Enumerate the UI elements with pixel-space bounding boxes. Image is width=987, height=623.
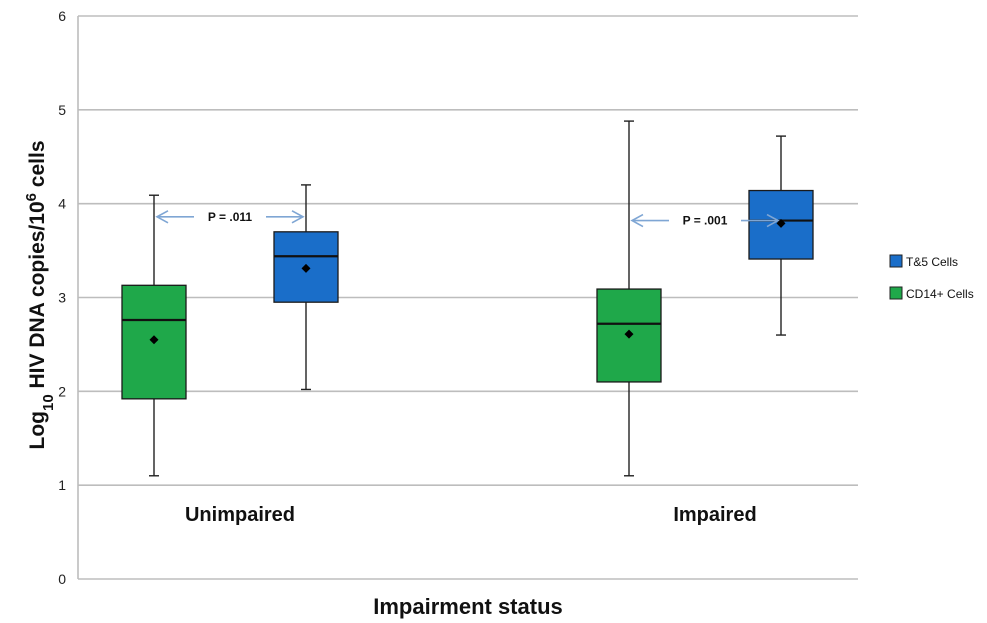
legend-label: CD14+ Cells — [906, 287, 974, 301]
y-tick-label: 4 — [58, 196, 66, 212]
y-axis-title-suffix: cells — [26, 140, 49, 193]
y-tick-label: 5 — [58, 102, 66, 118]
y-axis-ticks: 0 1 2 3 4 5 6 — [58, 8, 66, 587]
arrow-head-left — [630, 213, 644, 228]
p-value-label: P = .011 — [208, 210, 252, 224]
arrow-head-right — [766, 213, 780, 228]
legend-label: T&5 Cells — [906, 255, 958, 269]
y-axis-title-main: HIV DNA copies/10 — [26, 201, 49, 394]
category-label: Unimpaired — [185, 504, 295, 526]
arrow-head-left — [155, 210, 169, 224]
arrow-head-right — [291, 210, 305, 224]
x-axis-categories: Unimpaired Impaired — [185, 504, 757, 526]
y-axis-title-subscript: 10 — [40, 394, 57, 411]
box — [748, 189, 814, 260]
legend-swatch — [889, 254, 903, 268]
y-axis-title-prefix: Log — [26, 411, 49, 449]
y-tick-label: 6 — [58, 8, 66, 24]
whiskers — [149, 120, 786, 477]
y-axis-title: Log10 HIV DNA copies/106 cells — [23, 140, 57, 449]
gridlines — [77, 15, 858, 580]
y-tick-label: 1 — [58, 477, 66, 493]
category-label: Impaired — [673, 504, 756, 526]
p-value-annotations: P = .011 P = .001 — [155, 210, 780, 228]
boxes — [121, 189, 814, 400]
mean-marker — [776, 218, 786, 228]
p-value-label: P = .001 — [683, 214, 728, 228]
mean-marker — [149, 335, 159, 345]
y-tick-label: 2 — [58, 383, 66, 399]
y-tick-label: 3 — [58, 290, 66, 306]
mean-marker — [624, 329, 634, 339]
x-axis-title: Impairment status — [373, 594, 563, 619]
legend-swatch — [889, 286, 903, 300]
mean-marker — [301, 263, 311, 273]
legend: T&5 Cells CD14+ Cells — [889, 254, 974, 301]
y-tick-label: 0 — [58, 571, 66, 587]
y-axis-title-superscript: 6 — [23, 193, 40, 201]
